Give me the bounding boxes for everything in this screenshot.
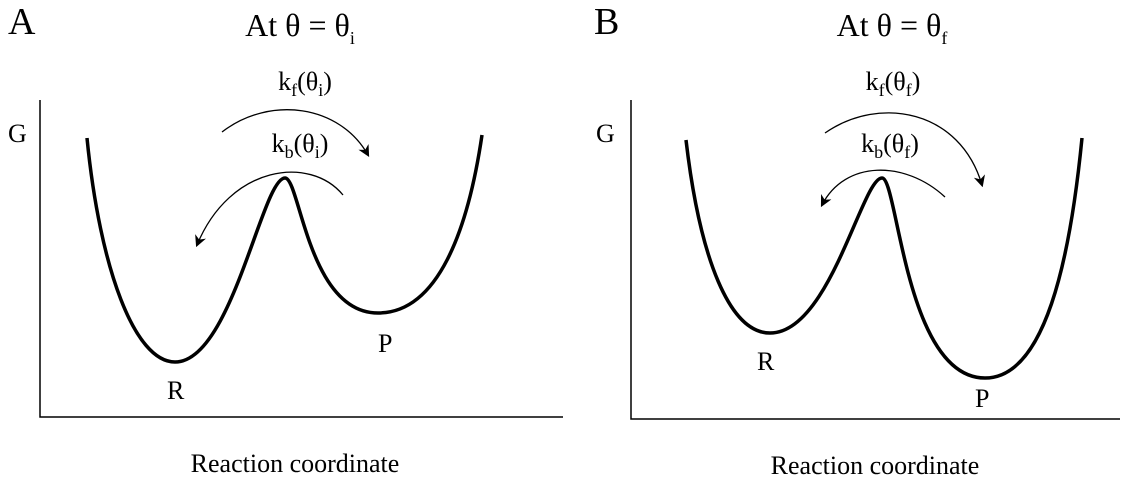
backward-arrow: [195, 171, 344, 248]
panel-title: At θ = θi: [245, 7, 355, 48]
axes: [39, 100, 563, 418]
backward-rate: kb(θf): [861, 129, 919, 162]
backward-arrow: [820, 169, 946, 208]
reactant-label: R: [757, 347, 775, 376]
forward-arrow: [221, 109, 370, 158]
axes: [630, 100, 1120, 420]
panel-a: A At θ = θi G R P kf(θi) kb(θi) Reaction…: [8, 1, 563, 478]
panel-b: B At θ = θf G R P kf(θf) kb(θf) Reaction…: [594, 1, 1120, 479]
backward-rate: kb(θi): [272, 129, 329, 162]
forward-rate: kf(θi): [278, 67, 332, 100]
energy-curve: [684, 137, 1084, 380]
forward-rate: kf(θf): [866, 67, 921, 100]
forward-arrow: [824, 112, 985, 188]
y-label: G: [596, 119, 615, 148]
panel-letter: B: [594, 1, 619, 43]
reactant-label: R: [167, 376, 185, 405]
energy-curve: [85, 134, 484, 364]
x-label: Reaction coordinate: [191, 449, 400, 478]
x-label: Reaction coordinate: [771, 451, 980, 479]
product-label: P: [378, 329, 392, 358]
product-label: P: [975, 384, 989, 413]
y-label: G: [8, 119, 27, 148]
panel-letter: A: [8, 1, 36, 43]
panel-title: At θ = θf: [837, 7, 948, 48]
